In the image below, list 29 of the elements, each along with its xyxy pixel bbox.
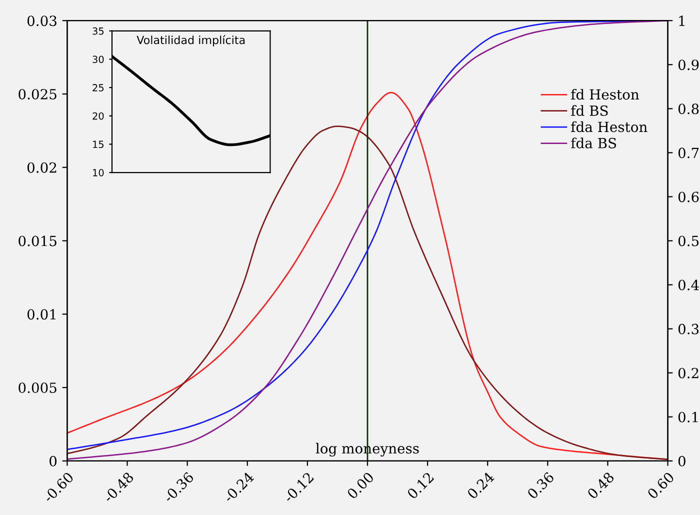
y-tick-label: 0.02: [27, 162, 56, 173]
y-tick-label: 20: [92, 112, 104, 120]
y2-tick-label: 0.9: [678, 60, 699, 70]
y2-tick-label: 1: [679, 16, 684, 26]
y-tick-label: 0: [50, 456, 57, 466]
legend-label: fd BS: [571, 105, 608, 116]
y-tick-label: 0.01: [27, 309, 56, 320]
y-tick-label: 25: [92, 84, 104, 92]
y-tick-label: 10: [93, 169, 104, 176]
y2-tick-label: 0.4: [678, 280, 699, 290]
y2-tick-label: 0.1: [678, 412, 698, 422]
y-tick-label: 15: [93, 140, 104, 148]
y2-tick-label: 0.7: [678, 148, 699, 158]
y2-tick-label: 0.6: [678, 192, 699, 202]
legend-label: fda BS: [571, 138, 616, 148]
y2-tick-label: 0.2: [678, 368, 698, 378]
legend-label: fd Heston: [571, 88, 640, 100]
y2-tick-label: 0.5: [678, 236, 699, 246]
y2-tick-label: 0.3: [678, 324, 699, 334]
y-tick-label: 0.015: [18, 236, 56, 246]
y2-tick-label: 0: [678, 456, 686, 466]
legend-label: fda Heston: [571, 121, 648, 132]
y-tick-label: 0.03: [27, 16, 56, 26]
y-tick-label: 35: [92, 27, 104, 35]
y-tick-label: 0.005: [18, 382, 56, 394]
y-tick-label: 0.025: [18, 88, 56, 100]
y-tick-label: 30: [92, 56, 104, 64]
y2-tick-label: 0.8: [678, 104, 699, 114]
chart-title: Volatilidad implícita: [136, 35, 245, 46]
